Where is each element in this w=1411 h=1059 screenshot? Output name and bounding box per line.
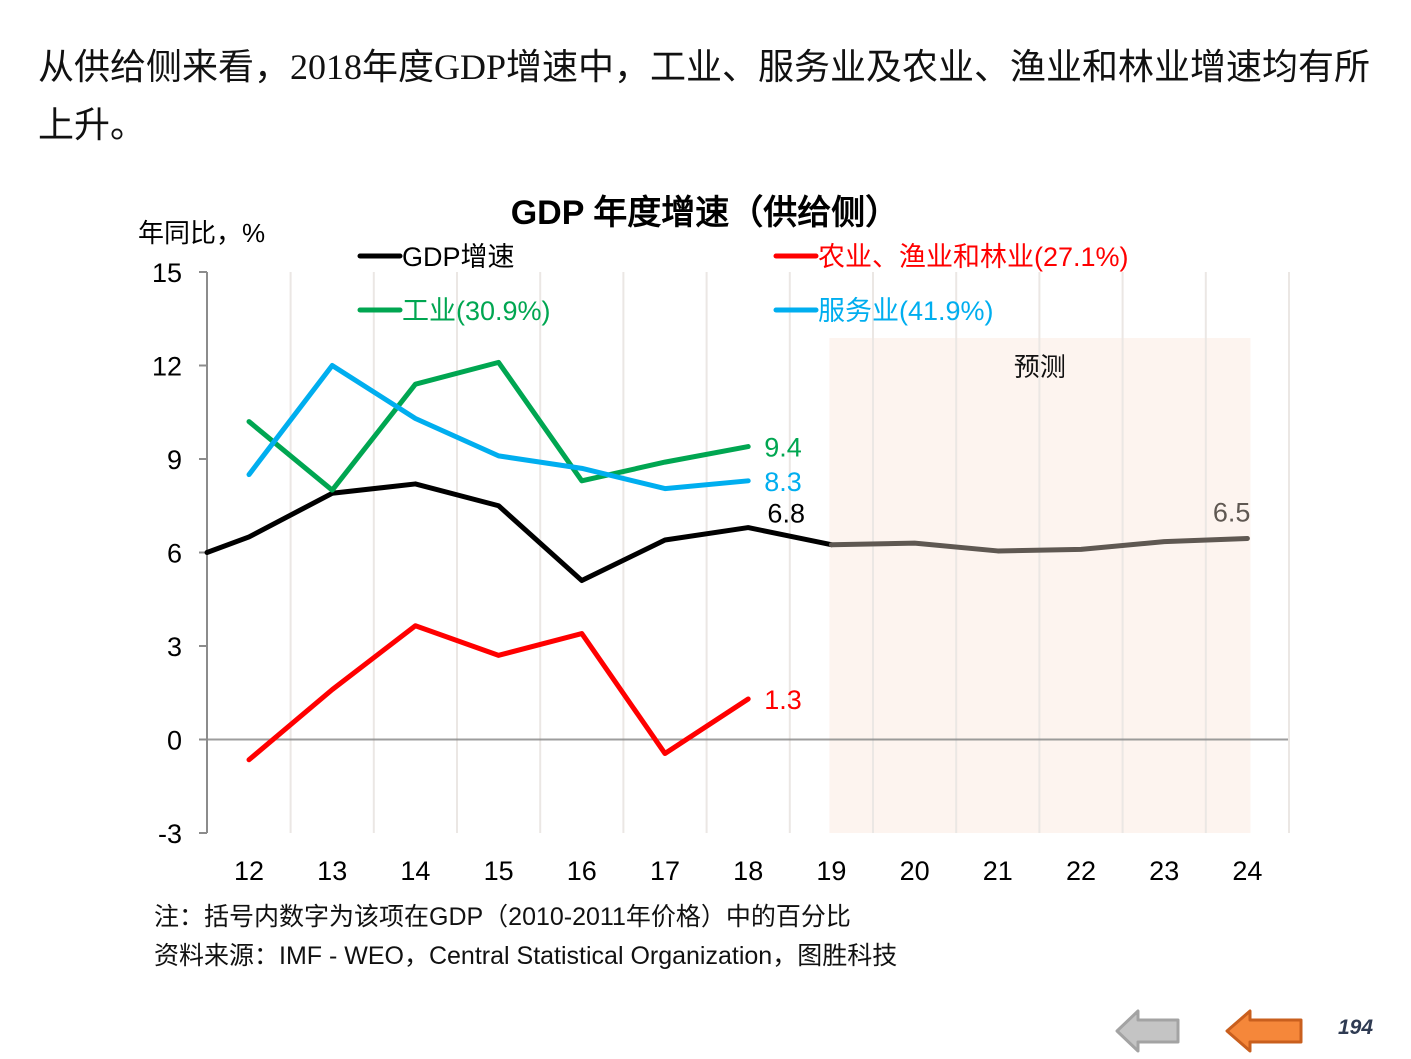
chart-source: 资料来源：IMF - WEO，Central Statistical Organ… xyxy=(154,942,898,970)
series-line-1 xyxy=(246,623,751,763)
series-line-gdp-actual xyxy=(204,481,834,584)
series-line-gdp-forecast xyxy=(828,535,1250,554)
y-tick-label: 12 xyxy=(152,352,182,382)
arrow-left-orange-icon xyxy=(1225,1009,1303,1053)
series-line-2 xyxy=(246,359,751,493)
arrow-left-gray-icon xyxy=(1115,1009,1180,1053)
x-tick-label: 17 xyxy=(650,856,680,886)
legend-entry: GDP增速 xyxy=(402,242,515,272)
x-tick-label: 18 xyxy=(733,856,763,886)
y-tick-label: 6 xyxy=(167,539,182,569)
y-tick-label: -3 xyxy=(158,819,182,849)
legend-entry: 工业(30.9%) xyxy=(402,296,551,326)
x-tick-label: 20 xyxy=(900,856,930,886)
chart-title: GDP 年度增速（供给侧） xyxy=(511,193,900,232)
x-tick-label: 23 xyxy=(1149,856,1179,886)
chart-note: 注：括号内数字为该项在GDP（2010-2011年价格）中的百分比 xyxy=(154,903,851,931)
back-button[interactable] xyxy=(1114,1008,1180,1059)
data-label: 9.4 xyxy=(764,433,802,463)
y-tick-label: 9 xyxy=(167,445,182,475)
headline: 从供给侧来看，2018年度GDP增速中，工业、服务业及农业、渔业和林业增速均有所… xyxy=(38,47,1371,145)
previous-page-button[interactable] xyxy=(1224,1008,1304,1059)
legend-entry: 服务业(41.9%) xyxy=(818,296,994,326)
data-label: 6.5 xyxy=(1213,497,1251,527)
x-tick-label: 19 xyxy=(816,856,846,886)
x-tick-label: 13 xyxy=(317,856,347,886)
x-tick-label: 15 xyxy=(484,856,514,886)
series-line-3 xyxy=(246,363,751,492)
y-tick-label: 0 xyxy=(167,726,182,756)
data-label: 1.3 xyxy=(764,685,802,715)
y-axis-unit-label: 年同比，% xyxy=(138,218,265,248)
x-tick-label: 14 xyxy=(400,856,430,886)
legend-entry: 农业、渔业和林业(27.1%) xyxy=(818,242,1129,272)
x-tick-label: 22 xyxy=(1066,856,1096,886)
y-tick-label: 3 xyxy=(167,632,182,662)
data-label: 6.8 xyxy=(767,499,805,529)
x-tick-label: 24 xyxy=(1232,856,1262,886)
data-label: 8.3 xyxy=(764,467,802,497)
x-tick-label: 21 xyxy=(983,856,1013,886)
y-tick-label: 15 xyxy=(152,258,182,288)
x-tick-label: 12 xyxy=(234,856,264,886)
page-number: 194 xyxy=(1338,1016,1374,1039)
x-tick-label: 16 xyxy=(567,856,597,886)
